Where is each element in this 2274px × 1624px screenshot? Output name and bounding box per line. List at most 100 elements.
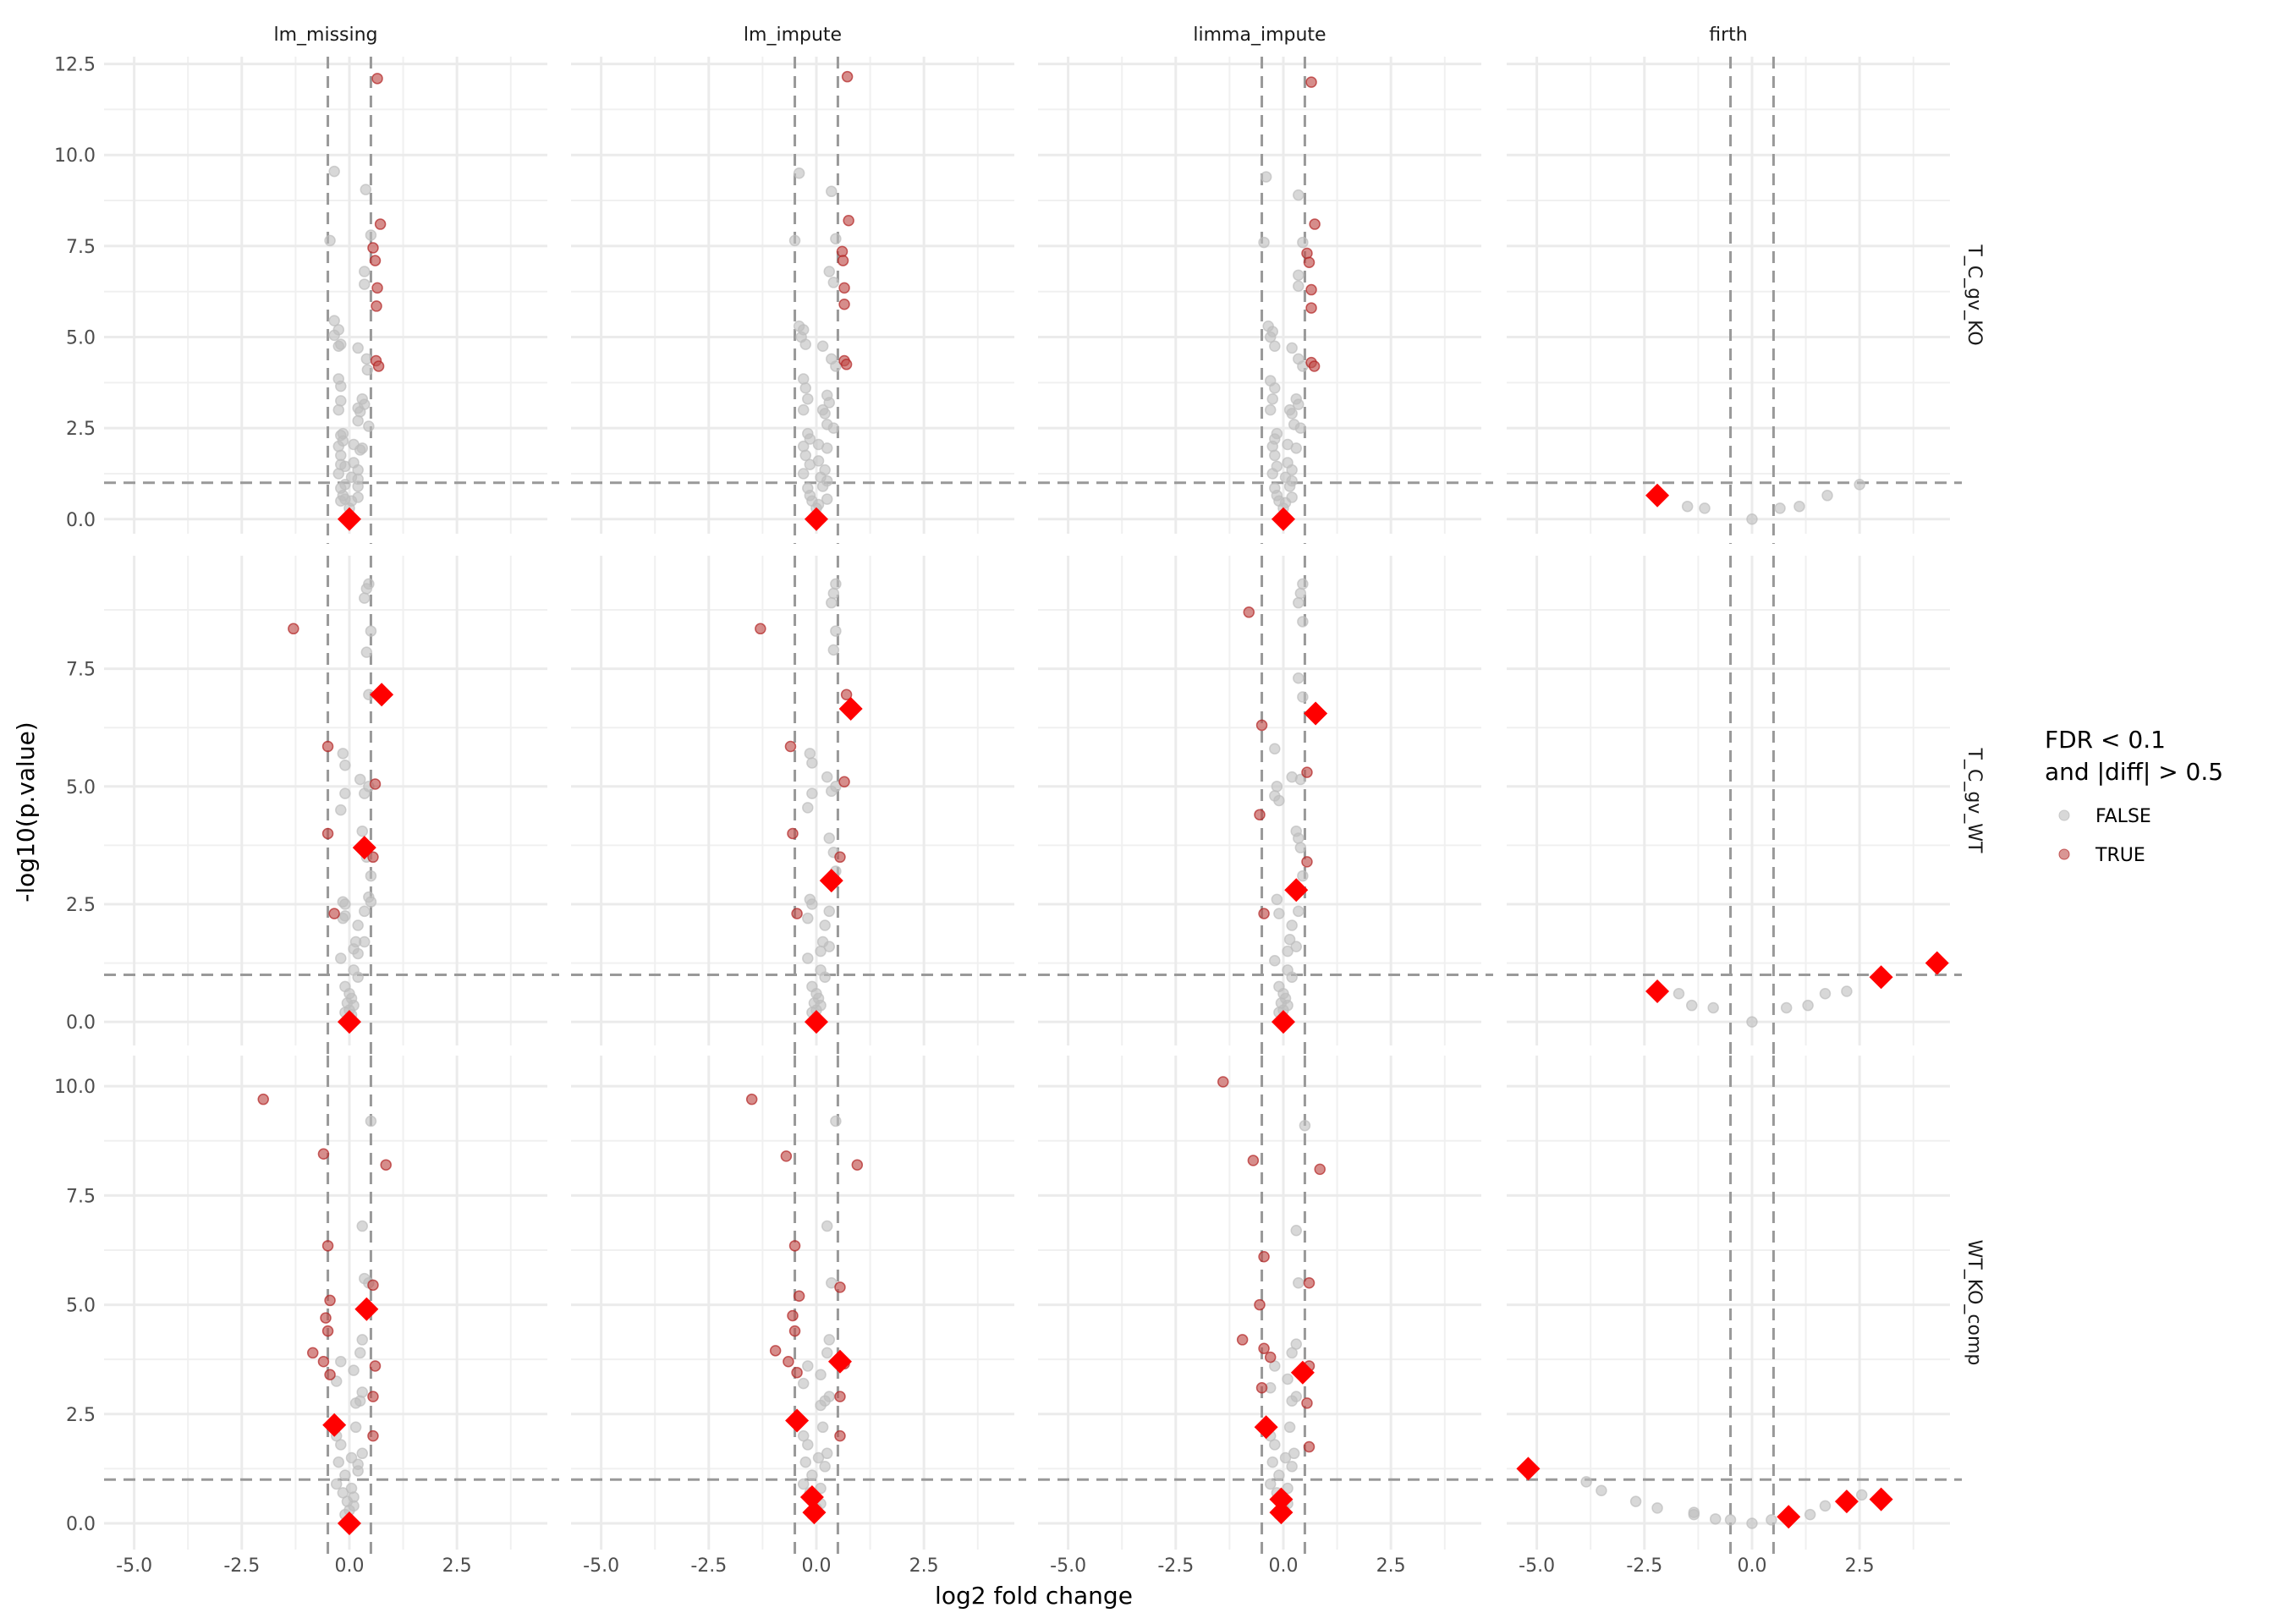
point-not-significant <box>335 380 347 392</box>
point-significant <box>834 1391 846 1402</box>
point-significant <box>787 827 799 840</box>
legend: FDR < 0.1 and |diff| > 0.5 FALSE TRUE <box>2045 726 2223 866</box>
point-not-significant <box>332 1456 345 1468</box>
highlight-diamond <box>1645 979 1670 1003</box>
highlight-diamond <box>1516 1457 1541 1481</box>
highlight-diamond <box>322 1413 347 1437</box>
point-not-significant <box>360 646 373 658</box>
point-not-significant <box>335 1439 347 1451</box>
highlight-diamond <box>354 1297 379 1321</box>
point-not-significant <box>363 420 375 432</box>
x-tick-label: 0.0 <box>1737 1555 1766 1577</box>
highlight-diamond <box>1271 1010 1295 1034</box>
panel-lm_impute-WT_KO_comp: -5.0 -2.5 0.0 2.5 <box>571 1056 1026 1577</box>
point-not-significant <box>1766 1514 1777 1526</box>
point-significant <box>367 1279 379 1292</box>
point-not-significant <box>806 898 818 910</box>
highlight-diamond <box>1254 1415 1278 1440</box>
point-not-significant <box>330 1478 343 1490</box>
point-not-significant <box>1273 794 1285 807</box>
highlight-diamond <box>1925 951 1949 975</box>
point-not-significant <box>1286 1461 1298 1473</box>
panel-lm_impute-T_C_gv_KO: lm_impute <box>571 25 1026 544</box>
point-not-significant <box>352 480 364 492</box>
point-significant <box>374 218 387 230</box>
point-significant <box>372 360 385 372</box>
point-not-significant <box>332 440 345 453</box>
point-not-significant <box>1269 1439 1281 1451</box>
point-significant <box>367 242 379 254</box>
point-significant <box>1236 1334 1249 1346</box>
point-not-significant <box>1297 578 1309 590</box>
x-tick-label: 2.5 <box>442 1555 472 1577</box>
point-significant <box>1254 1298 1266 1311</box>
point-not-significant <box>1269 340 1281 353</box>
x-tick-label: -5.0 <box>583 1555 619 1577</box>
point-not-significant <box>354 1347 366 1359</box>
panel-firth-T_C_gv_KO: firth T_C_gv_KO <box>1507 25 1985 544</box>
point-not-significant <box>1297 691 1309 703</box>
point-significant <box>834 1429 846 1442</box>
highlight-diamond <box>352 836 376 860</box>
point-significant <box>371 300 382 312</box>
point-not-significant <box>1266 392 1279 405</box>
highlight-diamond <box>799 1484 824 1509</box>
point-significant <box>371 73 383 85</box>
highlight-diamond <box>785 1408 810 1433</box>
point-not-significant <box>826 185 838 198</box>
point-not-significant <box>365 625 377 637</box>
point-not-significant <box>1271 781 1283 793</box>
point-significant <box>843 214 854 227</box>
point-not-significant <box>1264 403 1277 416</box>
point-not-significant <box>1293 189 1305 201</box>
highlight-diamond <box>1645 483 1670 508</box>
point-not-significant <box>819 919 831 931</box>
point-not-significant <box>821 493 833 505</box>
point-significant <box>1264 1351 1277 1363</box>
highlight-diamond <box>1869 1487 1893 1512</box>
column-strip-label: lm_impute <box>744 25 842 46</box>
point-significant <box>1301 766 1313 778</box>
point-not-significant <box>1294 773 1307 786</box>
point-not-significant <box>1855 1489 1868 1501</box>
point-significant <box>321 1325 334 1337</box>
point-not-significant <box>356 825 368 837</box>
point-not-significant <box>339 479 351 491</box>
point-not-significant <box>1293 1276 1305 1289</box>
point-significant <box>321 827 334 840</box>
point-significant <box>793 1290 805 1302</box>
point-not-significant <box>1286 1347 1298 1359</box>
point-not-significant <box>360 583 373 595</box>
point-not-significant <box>788 234 801 247</box>
point-not-significant <box>1282 945 1294 957</box>
column-strip-label: limma_impute <box>1193 25 1326 46</box>
point-not-significant <box>339 910 351 922</box>
point-not-significant <box>1774 502 1786 514</box>
point-not-significant <box>332 340 345 353</box>
point-not-significant <box>804 748 816 760</box>
point-not-significant <box>359 266 371 277</box>
point-not-significant <box>1286 464 1298 476</box>
point-not-significant <box>1271 893 1283 906</box>
point-not-significant <box>1264 331 1277 343</box>
point-not-significant <box>1269 449 1281 462</box>
point-not-significant <box>1293 269 1305 282</box>
point-not-significant <box>324 234 336 247</box>
point-not-significant <box>359 592 371 604</box>
point-not-significant <box>1707 1001 1719 1014</box>
point-not-significant <box>815 1399 827 1412</box>
x-tick-label: 2.5 <box>1376 1555 1406 1577</box>
point-not-significant <box>1293 672 1305 684</box>
point-significant <box>1254 809 1266 820</box>
highlight-diamond <box>337 1511 361 1535</box>
point-not-significant <box>821 1347 833 1359</box>
point-not-significant <box>361 364 374 376</box>
point-not-significant <box>1286 919 1298 931</box>
facet-panels: 0.0 2.5 5.0 7.5 10.0 12.5 lm_missing lm_impute l… <box>54 25 1985 1577</box>
point-not-significant <box>804 458 816 470</box>
panel-limma_impute-T_C_gv_WT <box>1038 556 1493 1056</box>
point-not-significant <box>1266 440 1279 453</box>
point-significant <box>324 1294 336 1307</box>
point-not-significant <box>806 1469 818 1481</box>
point-significant <box>1314 1163 1326 1176</box>
